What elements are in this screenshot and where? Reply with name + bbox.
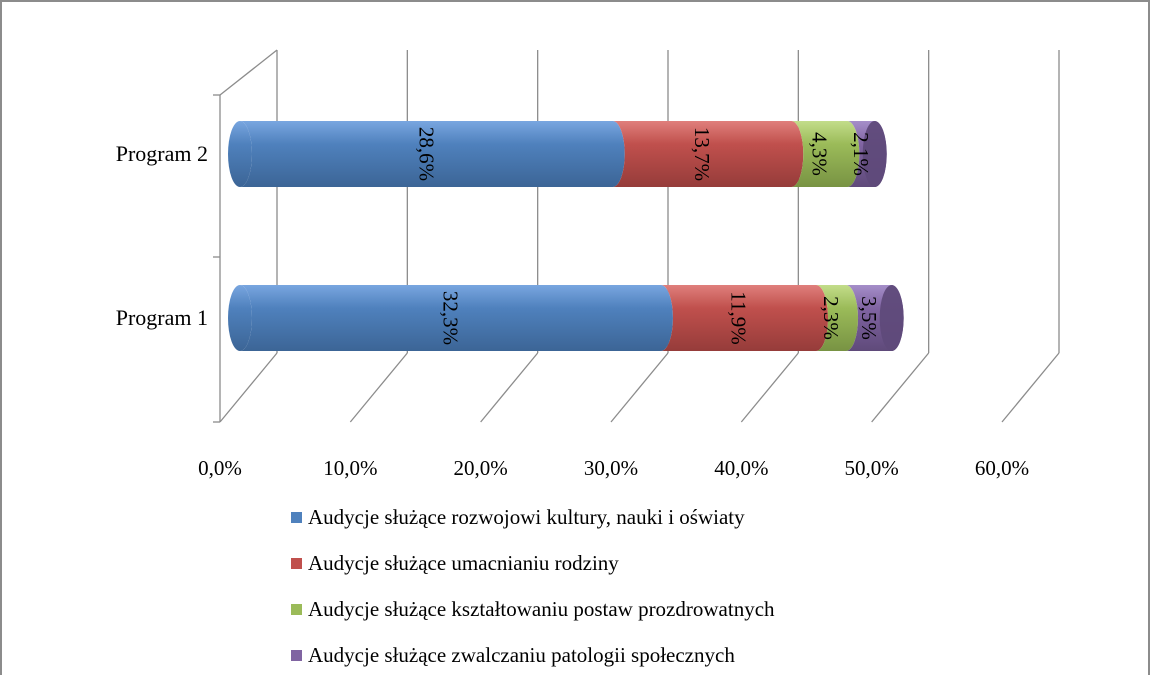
bar-segment (240, 285, 673, 351)
x-tick-label: 20,0% (454, 456, 508, 480)
data-label: 13,7% (690, 127, 714, 181)
bar-segment (660, 285, 829, 351)
data-label: 28,6% (414, 127, 438, 181)
legend-label: Audycje służące zwalczaniu patologii spo… (308, 643, 735, 667)
bar-start-cap (228, 121, 252, 187)
bar-end-cap (862, 121, 887, 187)
data-label: 32,3% (438, 291, 462, 345)
bar-start-cap (228, 285, 252, 351)
data-label: 2,3% (819, 296, 843, 340)
floor-gridline (349, 352, 408, 423)
data-label: 2,1% (849, 132, 873, 176)
x-tick-label: 50,0% (845, 456, 899, 480)
category-label: Program 2 (116, 141, 208, 166)
data-label: 3,5% (857, 296, 881, 340)
label-layer: 28,6% 13,7% 4,3% 2,1% 32,3% 11,9% 2,3% 3,5% (414, 127, 880, 345)
x-tick-label: 10,0% (323, 456, 377, 480)
bar-end-cap (879, 285, 904, 351)
category-label: Program 1 (116, 305, 208, 330)
floor-gridline (610, 352, 669, 423)
x-tick-label: 40,0% (714, 456, 768, 480)
legend-label: Audycje służące umacnianiu rodziny (308, 551, 619, 575)
side-wall-edge (219, 49, 278, 96)
x-tick-label: 30,0% (584, 456, 638, 480)
axis-layer: 0,0% 10,0% 20,0% 30,0% 40,0% 50,0% 60,0% Progra… (116, 49, 1029, 480)
bar-segment (816, 285, 859, 351)
bar-segment (791, 121, 860, 187)
legend-swatch (291, 650, 302, 661)
bar-segment (240, 121, 625, 187)
legend-swatch (291, 512, 302, 523)
x-tick-label: 0,0% (198, 456, 242, 480)
floor-gridline (740, 352, 799, 423)
legend-swatch (291, 558, 302, 569)
data-label: 4,3% (807, 132, 831, 176)
legend: Audycje służące rozwojowi kultury, nauki… (291, 505, 775, 667)
x-tick-label: 60,0% (975, 456, 1029, 480)
legend-label: Audycje służące kształtowaniu postaw pro… (308, 597, 775, 621)
data-label: 11,9% (727, 291, 751, 344)
legend-swatch (291, 604, 302, 615)
legend-label: Audycje służące rozwojowi kultury, nauki… (308, 505, 745, 529)
floor-gridline (480, 352, 539, 423)
floor-gridline (1001, 352, 1060, 423)
floor-gridline (871, 352, 930, 423)
grid-layer (219, 50, 1060, 423)
floor-gridline (219, 352, 278, 423)
bar-layer (228, 121, 904, 351)
bar-segment (612, 121, 804, 187)
